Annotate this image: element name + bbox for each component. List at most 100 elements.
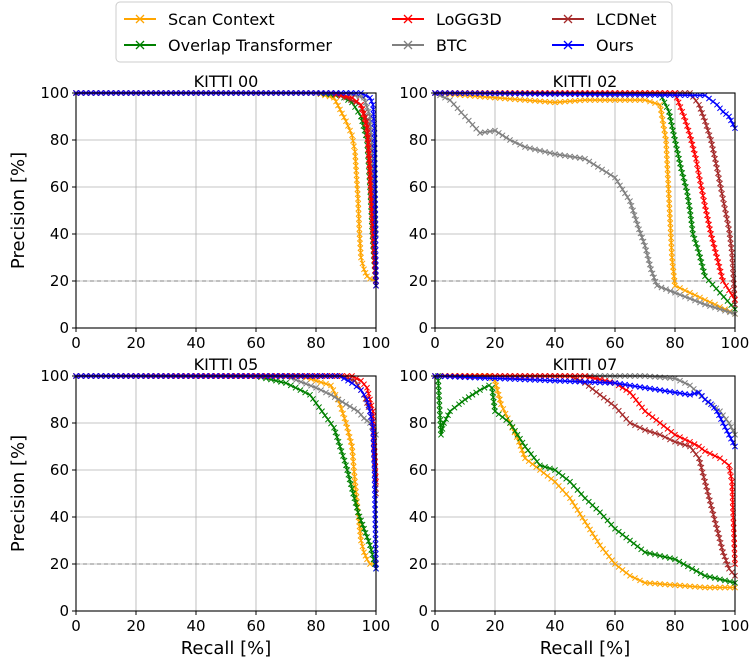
series-markers [73,90,379,289]
panel-title: KITTI 02 [553,72,618,91]
grid [75,375,377,612]
series-line [76,92,377,286]
series-line [435,92,736,301]
y-tick-label: 60 [50,461,69,479]
x-tick-label: 0 [430,334,440,352]
y-tick-label: 40 [50,225,69,243]
y-tick-label: 0 [418,602,428,620]
y-tick-label: 20 [409,555,428,573]
series-line [435,375,736,577]
x-tick-label: 20 [485,334,504,352]
x-tick-label: 80 [306,617,325,635]
series-ours [432,373,738,450]
y-tick-label: 100 [40,84,69,102]
x-tick-label: 40 [186,334,205,352]
y-tick-label: 60 [409,178,428,196]
series-markers [432,90,738,313]
x-tick-label: 100 [362,334,391,352]
series-markers [73,90,379,289]
series-logg3d [432,90,738,303]
panel-title: KITTI 05 [194,355,259,374]
legend-marker [563,14,573,24]
series-markers [73,90,379,237]
series-line [434,375,736,447]
series-group [432,373,738,591]
legend-entry-scan-context: Scan Context [124,10,275,29]
y-tick-label: 80 [50,131,69,149]
series-line [434,92,736,129]
axes-frame [434,92,736,329]
series-overlap-transformer [73,90,379,289]
panel-kitti-02: 0 20 40 60 80 100 0 20 40 60 80 100 KITTI 02 [399,72,749,352]
y-tick-label: 0 [59,602,69,620]
legend: Scan Context Overlap Transformer LoGG3D BTC… [115,1,673,63]
series-lcdnet [432,90,738,308]
legend-frame [115,1,673,63]
series-lcdnet [432,373,738,579]
series-group [432,90,738,317]
legend-entry-logg3d: LoGG3D [392,10,502,29]
series-markers [73,90,379,289]
y-axis-label: Precision [%] [8,435,29,552]
axes-frame [75,92,377,329]
series-overlap-transformer [435,373,738,586]
legend-marker [403,14,413,24]
y-tick-label: 100 [40,367,69,385]
panel-kitti-07: 0 20 40 60 80 100 0 20 40 60 80 100 KITTI 07 Recall [… [399,355,749,659]
series-scan-context [432,90,738,317]
y-tick-label: 20 [50,555,69,573]
x-tick-label: 100 [362,617,391,635]
legend-marker [403,40,413,50]
series-overlap-transformer [432,90,738,313]
x-axis-label: Recall [%] [181,638,272,659]
x-tick-label: 40 [545,617,564,635]
panel-kitti-00: 0 20 40 60 80 100 0 20 40 60 80 100 KITTI 00 Precisio… [8,72,390,352]
legend-marker [563,40,573,50]
axes-frame [434,375,736,612]
legend-label: Overlap Transformer [168,36,332,55]
legend-entry-lcdnet: LCDNet [552,10,657,29]
x-tick-label: 80 [306,334,325,352]
y-tick-label: 20 [409,272,428,290]
legend-label: Ours [596,36,634,55]
legend-label: Scan Context [168,10,275,29]
grid [75,92,377,329]
legend-entry-btc: BTC [392,36,467,55]
series-group [73,90,379,289]
x-tick-label: 40 [186,617,205,635]
series-logg3d [73,90,379,289]
legend-entry-overlap-transformer: Overlap Transformer [124,36,332,55]
y-tick-label: 100 [399,367,428,385]
legend-label: BTC [436,36,467,55]
series-markers [432,373,738,450]
series-line [76,375,377,569]
series-scan-context [432,373,738,591]
y-tick-label: 80 [409,414,428,432]
y-tick-label: 60 [409,461,428,479]
y-tick-label: 100 [399,84,428,102]
y-axis-label: Precision [%] [8,152,29,269]
x-tick-label: 100 [721,617,750,635]
series-markers [432,373,738,591]
legend-entry-ours: Ours [552,36,634,55]
x-tick-label: 0 [430,617,440,635]
x-tick-label: 0 [71,617,81,635]
series-line [76,375,377,494]
series-line [435,375,735,589]
series-line [437,375,736,584]
y-tick-label: 0 [59,319,69,337]
series-ours [73,90,379,289]
y-tick-label: 60 [50,178,69,196]
x-tick-label: 20 [485,617,504,635]
x-tick-label: 80 [665,334,684,352]
legend-label: LCDNet [596,10,657,29]
x-tick-label: 20 [126,617,145,635]
series-overlap-transformer [73,373,379,572]
x-axis-label: Recall [%] [540,638,631,659]
panel-kitti-05: 0 20 40 60 80 100 0 20 40 60 80 100 KITTI 05 Precisio… [8,355,390,659]
series-markers [432,373,738,579]
x-tick-label: 80 [665,617,684,635]
panel-title: KITTI 07 [553,355,618,374]
legend-marker [135,14,145,24]
